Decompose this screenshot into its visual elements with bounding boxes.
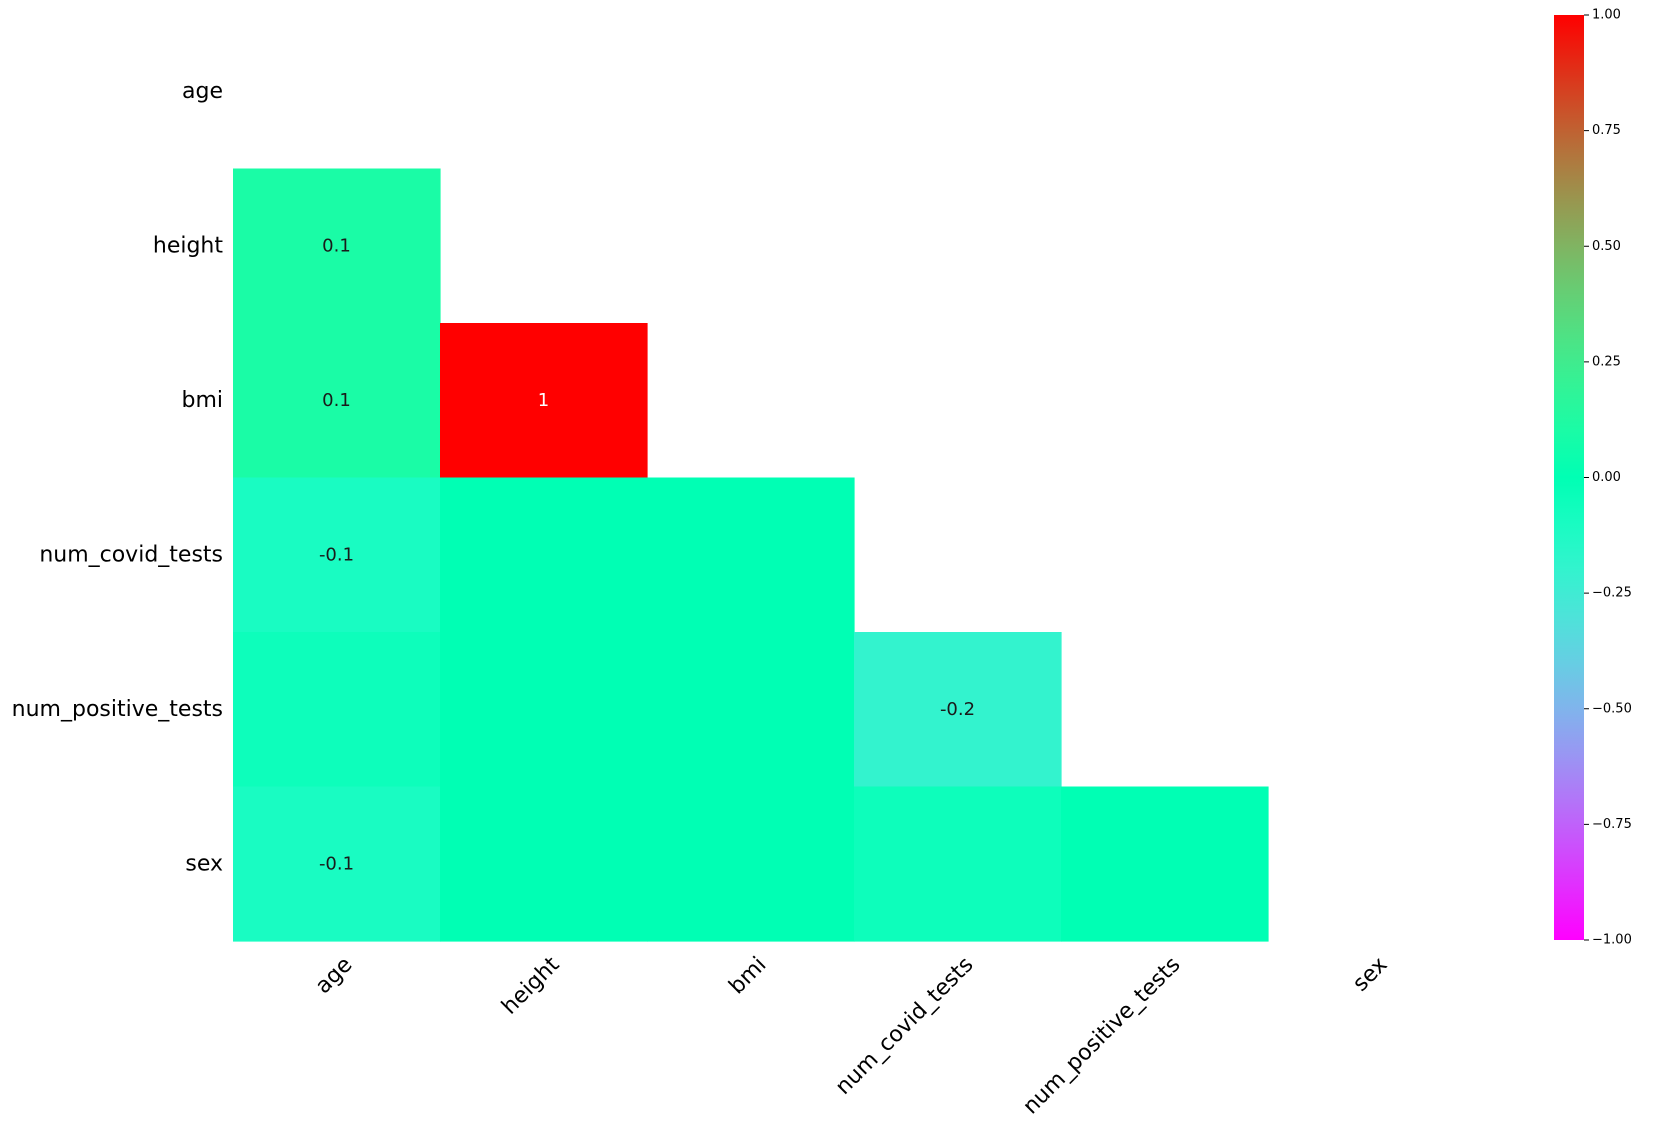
row-label-age: age bbox=[182, 79, 223, 104]
column-label-sex: sex bbox=[1348, 952, 1392, 996]
cell-value-sex-age: -0.1 bbox=[319, 853, 354, 874]
heatmap-cell-sex-age bbox=[233, 786, 441, 942]
heatmap-cell-num_covid_tests-bmi bbox=[647, 477, 855, 633]
heatmap-cell-sex-height bbox=[440, 786, 648, 942]
cell-value-bmi-age: 0.1 bbox=[322, 390, 351, 411]
cell-value-bmi-height: 1 bbox=[538, 390, 549, 411]
colorbar-tick-label: −0.50 bbox=[1592, 701, 1632, 716]
heatmap-cell-num_positive_tests-height bbox=[440, 632, 648, 788]
column-label-age: age bbox=[311, 952, 358, 999]
colorbar-gradient bbox=[1554, 15, 1584, 940]
row-label-num_covid_tests: num_covid_tests bbox=[39, 542, 223, 567]
colorbar-tick-label: −0.75 bbox=[1592, 817, 1632, 832]
colorbar-tick-label: 1.00 bbox=[1592, 8, 1621, 23]
column-label-num_positive_tests: num_positive_tests bbox=[1018, 952, 1185, 1119]
heatmap-cells bbox=[233, 168, 1269, 942]
heatmap-cell-labels: 0.1 0.1 1 -0.1 -0.2 -0.1 bbox=[319, 235, 975, 874]
heatmap-cell-num_covid_tests-height bbox=[440, 477, 648, 633]
row-labels: age height bmi num_covid_tests num_positive_… bbox=[12, 79, 224, 877]
colorbar-tick-label: −0.25 bbox=[1592, 586, 1632, 601]
heatmap-cell-num_positive_tests-bmi bbox=[647, 632, 855, 788]
heatmap-cell-bmi-age bbox=[233, 323, 441, 479]
cell-value-num_positive_tests-num_covid_tests: -0.2 bbox=[940, 699, 975, 720]
row-label-num_positive_tests: num_positive_tests bbox=[12, 697, 223, 722]
colorbar-tick-label: 0.50 bbox=[1592, 239, 1621, 254]
colorbar-ticks: −1.00 −0.75 −0.50 −0.25 0.00 0.25 0.50 0.75 1.00 bbox=[1584, 8, 1632, 948]
column-label-height: height bbox=[497, 952, 565, 1020]
colorbar-tick-label: 0.75 bbox=[1592, 123, 1621, 138]
colorbar-tick-label: 0.00 bbox=[1592, 470, 1621, 485]
heatmap-cell-num_covid_tests-age bbox=[233, 477, 441, 633]
colorbar-tick-label: 0.25 bbox=[1592, 354, 1621, 369]
heatmap-cell-num_positive_tests-age bbox=[233, 632, 441, 788]
row-label-sex: sex bbox=[185, 851, 223, 876]
heatmap-cell-sex-bmi bbox=[647, 786, 855, 942]
cell-value-num_covid_tests-age: -0.1 bbox=[319, 544, 354, 565]
row-label-bmi: bmi bbox=[181, 388, 223, 413]
column-label-bmi: bmi bbox=[724, 952, 771, 999]
heatmap-cell-sex-num_positive_tests bbox=[1061, 786, 1269, 942]
heatmap-cell-bmi-height bbox=[440, 323, 648, 479]
heatmap-cell-num_positive_tests-num_covid_tests bbox=[854, 632, 1062, 788]
cell-value-height-age: 0.1 bbox=[322, 235, 351, 256]
column-label-num_covid_tests: num_covid_tests bbox=[831, 952, 979, 1100]
column-labels: age height bmi num_covid_tests num_positive_… bbox=[311, 952, 1393, 1119]
colorbar-tick-label: −1.00 bbox=[1592, 933, 1632, 948]
colorbar: −1.00 −0.75 −0.50 −0.25 0.00 0.25 0.50 0.75 1.00 bbox=[1554, 8, 1632, 948]
heatmap-cell-sex-num_covid_tests bbox=[854, 786, 1062, 942]
row-label-height: height bbox=[153, 233, 223, 258]
heatmap-cell-height-age bbox=[233, 168, 441, 324]
